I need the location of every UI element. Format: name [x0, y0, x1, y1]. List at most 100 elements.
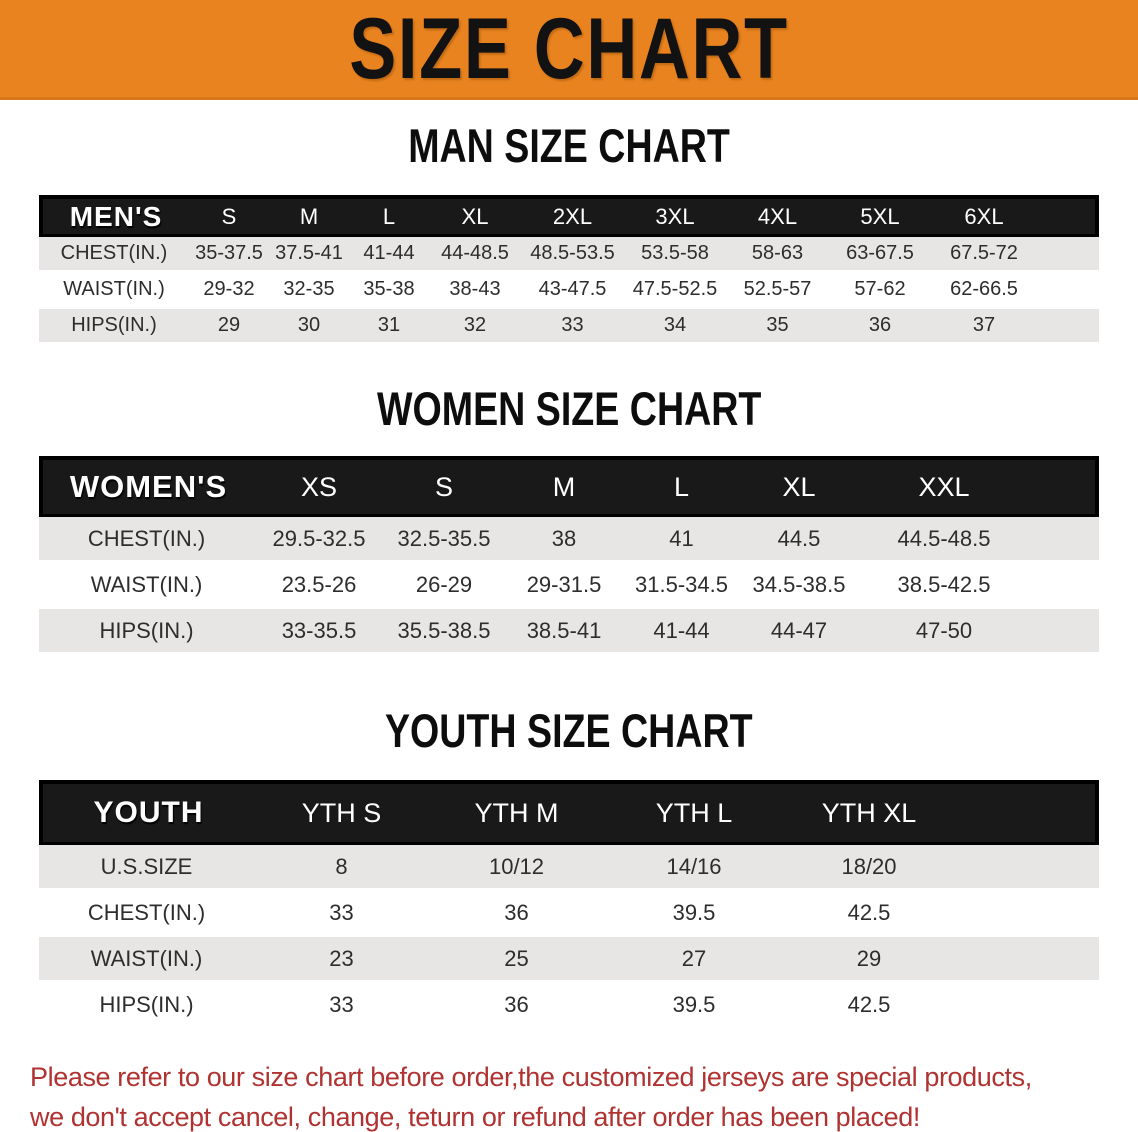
youth-header-row: YOUTH YTH S YTH M YTH L YTH XL: [39, 780, 1099, 845]
youth-chest-row: CHEST(IN.) 33 36 39.5 42.5: [39, 891, 1099, 937]
size-header-cell: L: [624, 456, 739, 517]
value-cell: 33: [521, 309, 624, 345]
value-cell: 31: [349, 309, 429, 345]
filler-cell: [1037, 237, 1099, 273]
value-cell: 8: [254, 845, 429, 891]
filler-cell: [1037, 309, 1099, 345]
value-cell: 33: [254, 983, 429, 1029]
row-label-cell: WAIST(IN.): [39, 937, 254, 983]
header-filler-cell: [954, 780, 1099, 845]
size-header-cell: L: [349, 195, 429, 237]
value-cell: 35-38: [349, 273, 429, 309]
value-cell: 58-63: [726, 237, 829, 273]
value-cell: 43-47.5: [521, 273, 624, 309]
value-cell: 33-35.5: [254, 609, 384, 655]
value-cell: 29.5-32.5: [254, 517, 384, 563]
men-waist-row: WAIST(IN.) 29-32 32-35 35-38 38-43 43-47…: [39, 273, 1099, 309]
value-cell: 53.5-58: [624, 237, 726, 273]
size-header-cell: XS: [254, 456, 384, 517]
value-cell: 32-35: [269, 273, 349, 309]
value-cell: 27: [604, 937, 784, 983]
size-header-cell: YTH XL: [784, 780, 954, 845]
size-header-cell: 4XL: [726, 195, 829, 237]
value-cell: 57-62: [829, 273, 931, 309]
row-label-cell: WAIST(IN.): [39, 273, 189, 309]
banner-title: SIZE CHART: [349, 0, 789, 97]
filler-cell: [1029, 517, 1099, 563]
size-header-cell: XL: [429, 195, 521, 237]
men-header-row: MEN'S S M L XL 2XL 3XL 4XL 5XL 6XL: [39, 195, 1099, 237]
youth-waist-row: WAIST(IN.) 23 25 27 29: [39, 937, 1099, 983]
size-header-cell: S: [384, 456, 504, 517]
header-filler-cell: [1037, 195, 1099, 237]
men-chest-row: CHEST(IN.) 35-37.5 37.5-41 41-44 44-48.5…: [39, 237, 1099, 273]
women-header-label: WOMEN'S: [39, 456, 254, 517]
filler-cell: [1037, 273, 1099, 309]
size-header-cell: 2XL: [521, 195, 624, 237]
size-header-cell: YTH S: [254, 780, 429, 845]
value-cell: 38.5-42.5: [859, 563, 1029, 609]
women-hips-row: HIPS(IN.) 33-35.5 35.5-38.5 38.5-41 41-4…: [39, 609, 1099, 655]
row-label-cell: CHEST(IN.): [39, 237, 189, 273]
value-cell: 38: [504, 517, 624, 563]
value-cell: 14/16: [604, 845, 784, 891]
women-waist-row: WAIST(IN.) 23.5-26 26-29 29-31.5 31.5-34…: [39, 563, 1099, 609]
value-cell: 26-29: [384, 563, 504, 609]
value-cell: 34: [624, 309, 726, 345]
disclaimer-line-1: Please refer to our size chart before or…: [30, 1062, 1032, 1092]
youth-ussize-row: U.S.SIZE 8 10/12 14/16 18/20: [39, 845, 1099, 891]
header-filler-cell: [1029, 456, 1099, 517]
row-label-cell: U.S.SIZE: [39, 845, 254, 891]
women-header-row: WOMEN'S XS S M L XL XXL: [39, 456, 1099, 517]
value-cell: 29-32: [189, 273, 269, 309]
men-size-table: MEN'S S M L XL 2XL 3XL 4XL 5XL 6XL CHEST…: [39, 195, 1099, 345]
value-cell: 35: [726, 309, 829, 345]
filler-cell: [954, 891, 1099, 937]
value-cell: 10/12: [429, 845, 604, 891]
value-cell: 32.5-35.5: [384, 517, 504, 563]
women-section-title-text: WOMEN SIZE CHART: [376, 382, 762, 435]
value-cell: 30: [269, 309, 349, 345]
value-cell: 23: [254, 937, 429, 983]
value-cell: 41-44: [349, 237, 429, 273]
value-cell: 35-37.5: [189, 237, 269, 273]
value-cell: 38.5-41: [504, 609, 624, 655]
value-cell: 29: [189, 309, 269, 345]
filler-cell: [1029, 609, 1099, 655]
filler-cell: [954, 845, 1099, 891]
value-cell: 38-43: [429, 273, 521, 309]
value-cell: 48.5-53.5: [521, 237, 624, 273]
value-cell: 52.5-57: [726, 273, 829, 309]
filler-cell: [954, 937, 1099, 983]
value-cell: 36: [829, 309, 931, 345]
man-section-title-text: MAN SIZE CHART: [408, 119, 730, 172]
filler-cell: [954, 983, 1099, 1029]
value-cell: 35.5-38.5: [384, 609, 504, 655]
value-cell: 62-66.5: [931, 273, 1037, 309]
value-cell: 37.5-41: [269, 237, 349, 273]
value-cell: 42.5: [784, 983, 954, 1029]
value-cell: 37: [931, 309, 1037, 345]
size-header-cell: M: [504, 456, 624, 517]
value-cell: 47-50: [859, 609, 1029, 655]
value-cell: 67.5-72: [931, 237, 1037, 273]
size-header-cell: 6XL: [931, 195, 1037, 237]
row-label-cell: CHEST(IN.): [39, 891, 254, 937]
value-cell: 18/20: [784, 845, 954, 891]
women-chest-row: CHEST(IN.) 29.5-32.5 32.5-35.5 38 41 44.…: [39, 517, 1099, 563]
value-cell: 32: [429, 309, 521, 345]
youth-header-label: YOUTH: [39, 780, 254, 845]
row-label-cell: HIPS(IN.): [39, 983, 254, 1029]
value-cell: 36: [429, 983, 604, 1029]
size-header-cell: 3XL: [624, 195, 726, 237]
value-cell: 34.5-38.5: [739, 563, 859, 609]
value-cell: 39.5: [604, 891, 784, 937]
size-header-cell: M: [269, 195, 349, 237]
value-cell: 41-44: [624, 609, 739, 655]
value-cell: 63-67.5: [829, 237, 931, 273]
men-hips-row: HIPS(IN.) 29 30 31 32 33 34 35 36 37: [39, 309, 1099, 345]
value-cell: 41: [624, 517, 739, 563]
value-cell: 29: [784, 937, 954, 983]
value-cell: 44-47: [739, 609, 859, 655]
